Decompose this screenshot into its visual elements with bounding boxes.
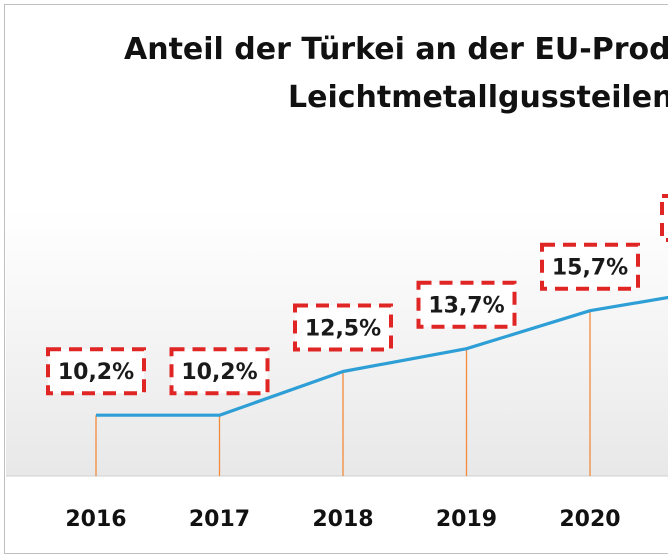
x-tick-label-2018: 2018	[312, 507, 373, 532]
x-tick-label-2020: 2020	[559, 507, 620, 532]
value-label-box-2018	[293, 303, 393, 352]
value-label-box-2020	[540, 242, 640, 291]
chart-border	[4, 4, 668, 554]
series-line-tuerkei-anteil	[96, 295, 668, 417]
value-label-2018: 12,5%	[305, 317, 381, 342]
value-label-2017: 10,2%	[181, 360, 257, 385]
value-label-box-2019	[416, 280, 517, 329]
chart-title-line2: Leichtmetallgussteilen	[288, 80, 668, 115]
value-label-box-2016	[46, 347, 146, 396]
x-tick-label-2017: 2017	[189, 507, 250, 532]
value-label-2020: 15,7%	[552, 256, 628, 281]
chart-title-line1: Anteil der Türkei an der EU-Produkt	[124, 32, 668, 67]
x-tick-label-2019: 2019	[436, 507, 497, 532]
x-tick-label-2016: 2016	[65, 507, 126, 532]
value-label-2016: 10,2%	[58, 360, 134, 385]
value-label-2019: 13,7%	[428, 294, 504, 319]
value-label-box-offscreen	[660, 194, 668, 242]
value-label-box-2017	[169, 347, 270, 396]
